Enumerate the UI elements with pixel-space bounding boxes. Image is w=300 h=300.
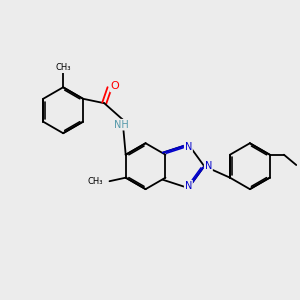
Text: NH: NH (114, 120, 128, 130)
Text: CH₃: CH₃ (88, 177, 103, 186)
Text: O: O (110, 81, 119, 92)
Text: N: N (185, 142, 192, 152)
Text: CH₃: CH₃ (56, 63, 71, 72)
Text: N: N (185, 181, 192, 191)
Text: N: N (205, 161, 212, 171)
